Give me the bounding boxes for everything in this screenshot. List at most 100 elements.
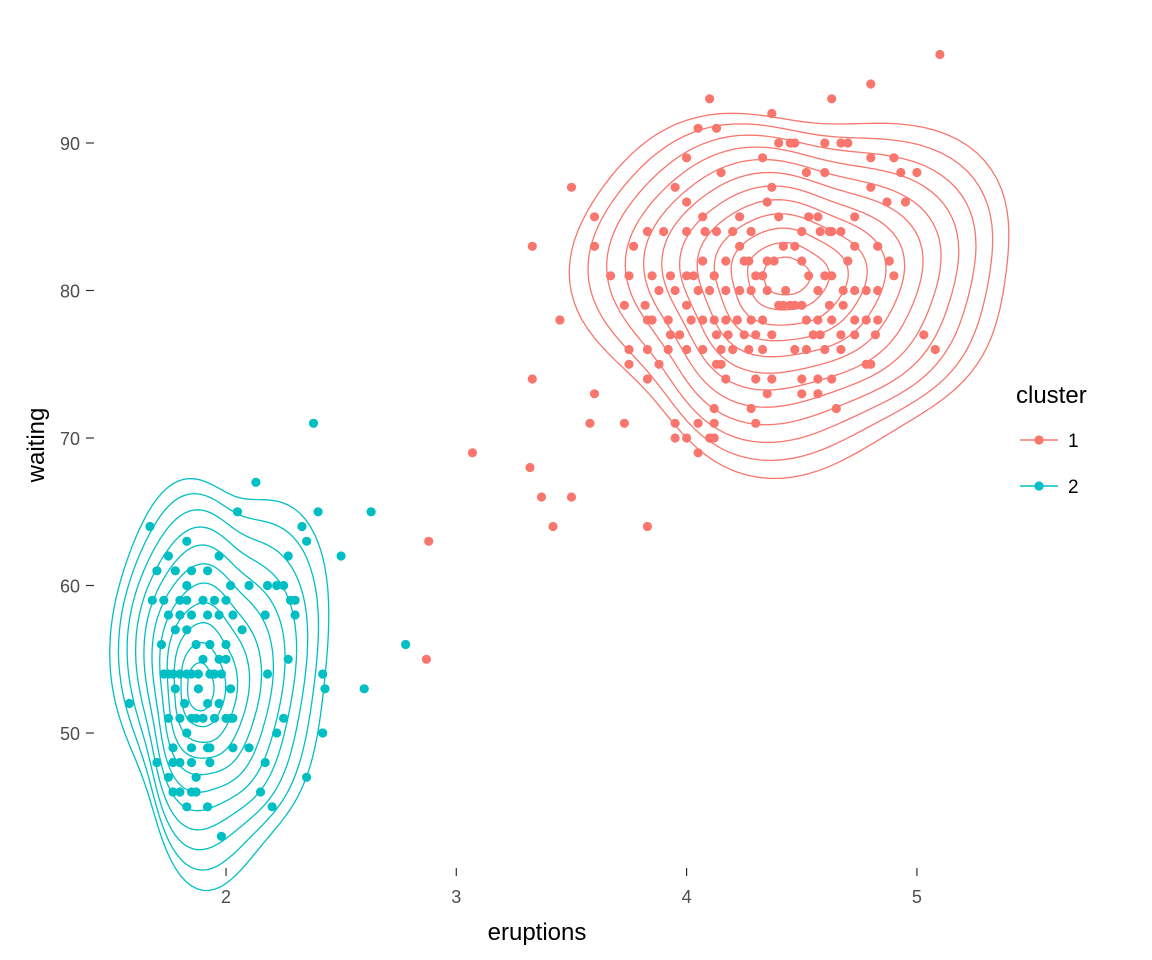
- data-point-cluster-1: [801, 315, 812, 325]
- data-point-cluster-1: [866, 153, 876, 163]
- data-point-cluster-1: [813, 212, 823, 222]
- data-point-cluster-2: [182, 595, 192, 605]
- data-point-cluster-1: [815, 226, 825, 237]
- data-point-cluster-1: [693, 285, 703, 296]
- data-point-cluster-1: [873, 241, 883, 251]
- data-point-cluster-1: [751, 374, 761, 384]
- data-point-cluster-1: [589, 389, 600, 399]
- data-point-cluster-2: [145, 521, 155, 532]
- data-point-cluster-1: [930, 344, 940, 355]
- data-point-cluster-2: [216, 669, 226, 679]
- data-point-cluster-2: [290, 595, 300, 605]
- data-point-cluster-1: [831, 403, 841, 414]
- data-point-cluster-2: [214, 551, 224, 561]
- data-point-cluster-2: [175, 713, 185, 723]
- data-point-cluster-1: [827, 271, 837, 281]
- data-point-cluster-2: [182, 536, 192, 546]
- data-point-cluster-2: [175, 595, 185, 605]
- y-tick-label: 80: [60, 282, 80, 302]
- data-point-cluster-1: [813, 374, 823, 384]
- data-point-cluster-1: [820, 344, 830, 355]
- data-point-cluster-1: [659, 226, 669, 237]
- y-axis-title: waiting: [23, 408, 50, 484]
- data-point-cluster-2: [209, 713, 220, 723]
- data-point-cluster-2: [297, 521, 307, 532]
- data-point-cluster-1: [527, 374, 537, 384]
- data-point-cluster-1: [813, 389, 823, 399]
- data-point-cluster-1: [866, 182, 876, 192]
- data-point-cluster-1: [716, 167, 726, 178]
- data-point-cluster-1: [739, 330, 749, 340]
- data-point-cluster-1: [709, 418, 719, 428]
- data-point-cluster-1: [709, 315, 719, 325]
- data-point-cluster-2: [170, 684, 180, 694]
- data-point-cluster-2: [228, 713, 238, 723]
- data-point-cluster-1: [767, 108, 777, 119]
- data-point-cluster-1: [762, 389, 772, 399]
- contour-cluster-2: [134, 526, 298, 831]
- data-point-cluster-1: [820, 167, 830, 178]
- data-point-cluster-1: [682, 344, 692, 355]
- data-point-cluster-1: [774, 138, 784, 148]
- data-point-cluster-1: [824, 300, 835, 310]
- data-point-cluster-1: [693, 123, 703, 133]
- data-point-cluster-2: [255, 787, 266, 797]
- data-point-cluster-1: [682, 153, 692, 163]
- data-point-cluster-2: [182, 625, 192, 635]
- data-point-cluster-1: [827, 226, 837, 237]
- x-axis: 2 3 4 5: [221, 868, 922, 907]
- data-point-cluster-2: [221, 595, 231, 605]
- data-point-cluster-1: [808, 330, 818, 340]
- contour-cluster-2: [173, 621, 239, 743]
- data-point-cluster-2: [193, 684, 203, 694]
- data-point-cluster-1: [746, 315, 756, 325]
- data-point-cluster-1: [548, 521, 558, 532]
- data-point-cluster-2: [214, 654, 224, 664]
- contour-cluster-2: [151, 563, 275, 793]
- data-point-cluster-2: [168, 743, 178, 753]
- contour-cluster-2: [109, 477, 330, 892]
- data-point-cluster-1: [721, 285, 731, 296]
- data-point-cluster-1: [751, 330, 761, 340]
- data-point-cluster-2: [232, 507, 243, 517]
- data-point-cluster-2: [359, 684, 369, 694]
- data-point-cluster-2: [147, 595, 157, 605]
- data-point-cluster-1: [778, 300, 788, 310]
- data-point-cluster-2: [163, 713, 173, 723]
- data-point-cluster-1: [682, 271, 692, 281]
- data-point-cluster-2: [163, 610, 173, 620]
- data-point-cluster-1: [836, 226, 846, 237]
- data-point-cluster-1: [624, 344, 634, 355]
- data-point-cluster-1: [688, 271, 699, 281]
- data-point-cluster-1: [850, 285, 860, 296]
- data-point-cluster-2: [191, 713, 201, 723]
- data-point-cluster-2: [228, 610, 238, 620]
- data-point-cluster-2: [168, 787, 178, 797]
- data-point-cluster-1: [801, 344, 812, 355]
- data-point-cluster-1: [919, 330, 929, 340]
- data-point-cluster-1: [721, 315, 731, 325]
- data-point-cluster-2: [318, 669, 328, 679]
- legend-label-cluster-2: 2: [1068, 477, 1079, 498]
- data-point-cluster-1: [629, 241, 639, 251]
- data-point-cluster-2: [203, 610, 213, 620]
- data-point-cluster-1: [670, 285, 680, 296]
- data-point-cluster-2: [205, 757, 215, 768]
- legend-key-cluster-2: [1020, 481, 1058, 491]
- data-point-cluster-1: [698, 212, 708, 222]
- data-point-cluster-1: [935, 49, 945, 60]
- data-point-cluster-1: [619, 300, 630, 310]
- data-point-cluster-2: [308, 418, 319, 428]
- data-point-cluster-1: [797, 374, 807, 384]
- data-point-cluster-2: [209, 669, 220, 679]
- data-point-cluster-1: [870, 330, 881, 340]
- data-point-cluster-2: [159, 595, 169, 605]
- data-point-cluster-1: [797, 256, 807, 266]
- data-point-cluster-1: [663, 315, 673, 325]
- data-point-cluster-2: [179, 698, 190, 709]
- data-point-cluster-1: [827, 374, 837, 384]
- data-point-cluster-1: [566, 182, 577, 192]
- data-point-cluster-1: [589, 241, 600, 251]
- data-point-cluster-2: [244, 580, 254, 591]
- data-point-cluster-1: [682, 300, 692, 310]
